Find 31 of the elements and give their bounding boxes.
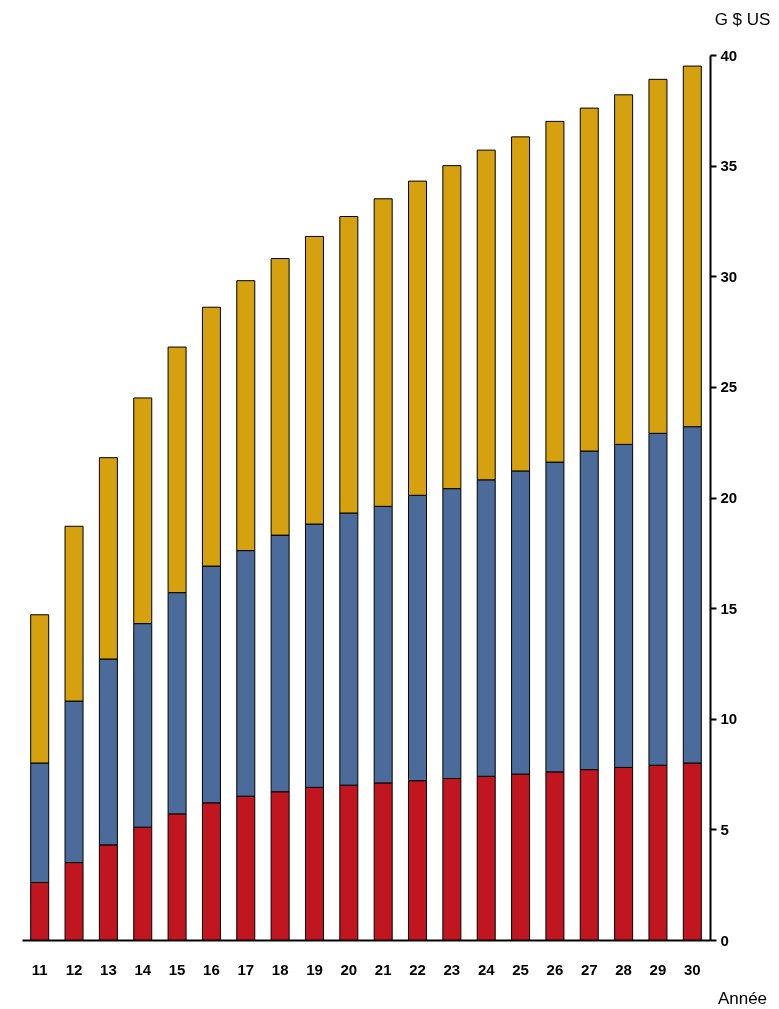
y-tick-label: 25: [720, 378, 738, 396]
x-tick-label: 17: [237, 960, 255, 978]
x-tick-label: 22: [409, 960, 426, 978]
x-tick-label: 24: [477, 960, 496, 978]
y-tick-label: 30: [720, 267, 738, 285]
y-tick-label: 35: [720, 157, 738, 175]
x-tick-label: 26: [546, 960, 564, 978]
y-tick-label: 40: [720, 46, 738, 64]
x-tick-label: 11: [31, 960, 48, 978]
x-tick-label: 19: [306, 960, 323, 978]
x-axis-title: Année: [717, 988, 768, 1008]
x-tick-label: 20: [340, 960, 358, 978]
x-tick-label: 25: [512, 960, 529, 978]
x-tick-label: 29: [649, 960, 667, 978]
x-tick-label: 28: [615, 960, 632, 978]
y-tick-label: 20: [720, 489, 738, 506]
x-tick-label: 21: [374, 960, 392, 978]
x-tick-label: 16: [203, 960, 220, 978]
x-tick-label: 15: [168, 960, 186, 978]
x-tick-label: 13: [100, 960, 117, 978]
y-tick-label: 0: [720, 931, 729, 949]
y-tick-label: 10: [720, 710, 738, 728]
y-axis-title: G $ US: [714, 9, 771, 29]
x-tick-label: 27: [580, 960, 598, 978]
y-tick-label: 5: [720, 820, 729, 838]
x-tick-label: 30: [683, 960, 701, 978]
y-tick-label: 15: [720, 599, 738, 617]
x-tick-label: 12: [65, 960, 83, 978]
x-tick-label: 14: [134, 960, 152, 978]
x-tick-label: 18: [271, 960, 289, 978]
x-tick-label: 23: [443, 960, 461, 978]
